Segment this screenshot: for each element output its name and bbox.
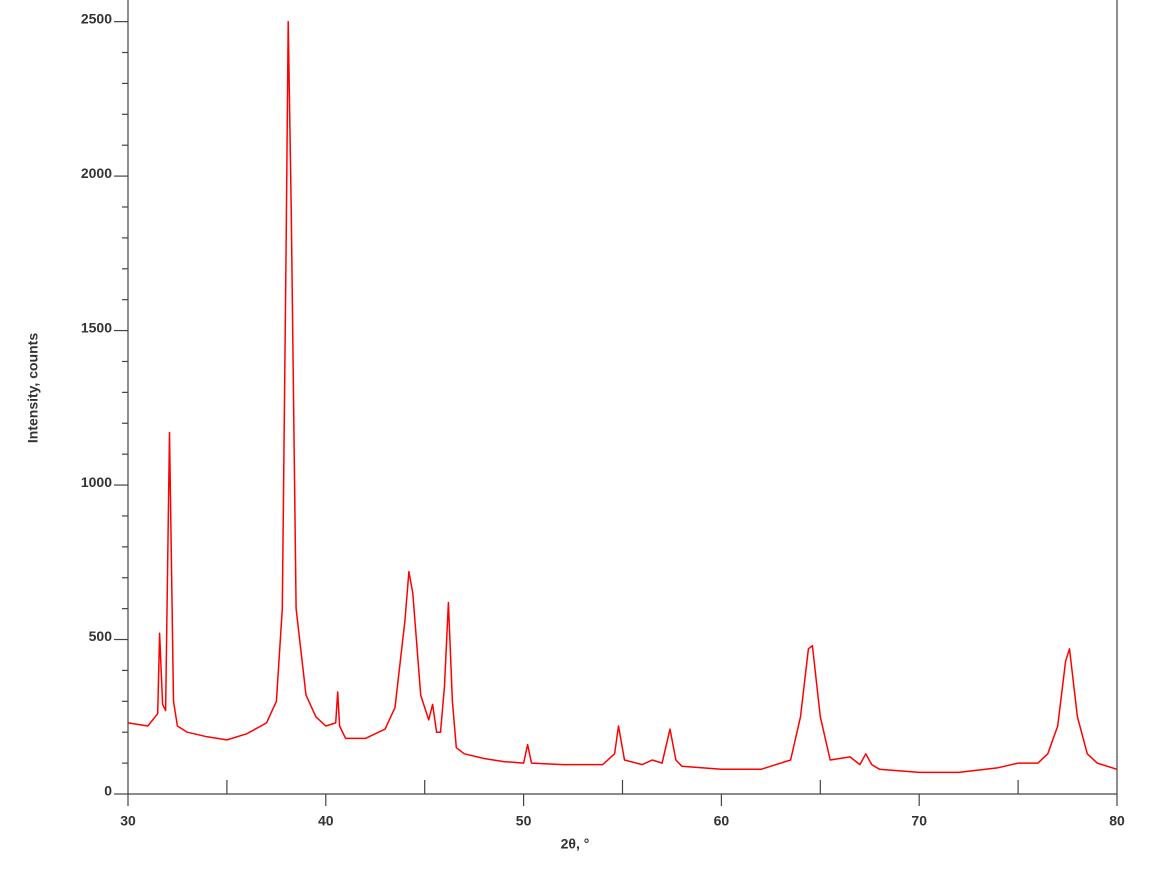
x-tick-label: 80 <box>1109 813 1125 829</box>
data-line <box>127 20 1118 774</box>
y-tick-label: 500 <box>89 628 113 644</box>
x-tick-label: 60 <box>714 813 730 829</box>
x-tick-label: 70 <box>911 813 927 829</box>
y-axis-label: Intensity, counts <box>25 333 41 443</box>
x-tick-label: 30 <box>120 813 136 829</box>
y-tick-label: 1500 <box>81 319 112 335</box>
x-axis-label: 2θ, ° <box>561 836 590 852</box>
y-tick-label: 1000 <box>81 474 112 490</box>
x-tick-label: 50 <box>516 813 532 829</box>
y-tick-label: 0 <box>104 783 112 799</box>
y-tick-label: 2500 <box>81 10 112 26</box>
x-tick-label: 40 <box>318 813 334 829</box>
y-tick-label: 2000 <box>81 165 112 181</box>
